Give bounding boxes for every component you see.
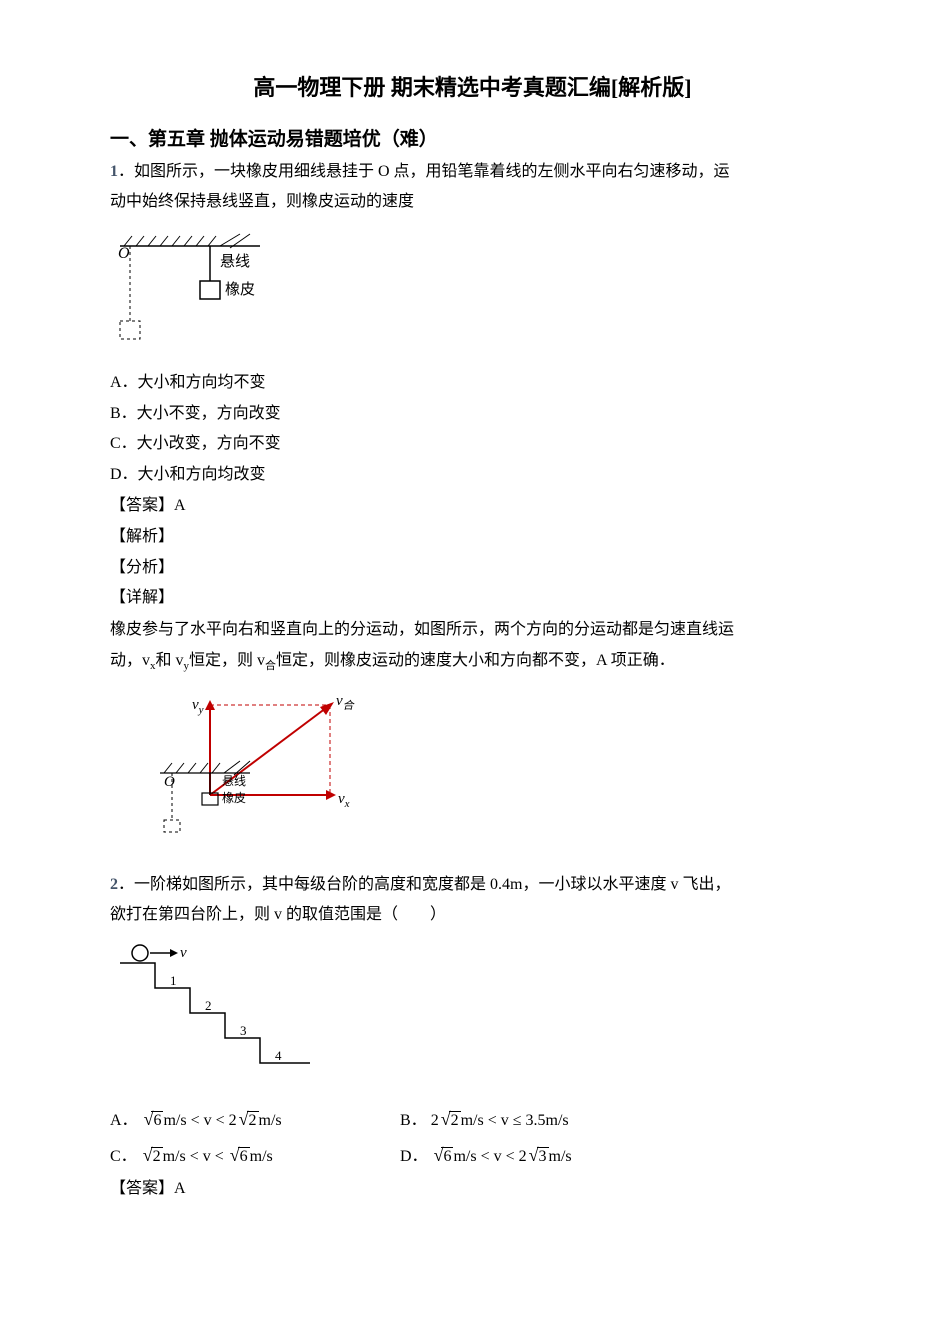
option-1c: C．大小改变，方向不变 bbox=[110, 430, 835, 459]
label-v-2: v bbox=[180, 945, 187, 961]
step-2: 2 bbox=[205, 998, 212, 1013]
label-vx: vx bbox=[338, 791, 350, 810]
problem-1-diagram-2: O vy v合 vx 悬线 橡皮 bbox=[150, 685, 835, 850]
option-2b: B． 2√2m/s < v ≤ 3.5m/s bbox=[400, 1101, 835, 1137]
label-xiangpi-2: 橡皮 bbox=[222, 791, 246, 805]
option-2c: C． √2m/s < v < √6m/s bbox=[110, 1137, 400, 1173]
diagram-svg-3: v 1 2 3 4 bbox=[110, 938, 330, 1088]
page-title: 高一物理下册 期末精选中考真题汇编[解析版] bbox=[110, 70, 835, 102]
section-heading: 一、第五章 抛体运动易错题培优（难） bbox=[110, 124, 835, 151]
problem-1-diagram-1: O 悬线 橡皮 bbox=[110, 226, 835, 361]
answer-1: 【答案】A bbox=[110, 492, 835, 521]
step-4: 4 bbox=[275, 1048, 282, 1063]
label-vhe: v合 bbox=[336, 693, 356, 712]
diagram-svg-1: O 悬线 橡皮 bbox=[110, 226, 280, 356]
problem-2-options-row2: C． √2m/s < v < √6m/s D． √6m/s < v < 2√3m… bbox=[110, 1137, 835, 1173]
jiexi-1: 【解析】 bbox=[110, 523, 835, 552]
problem-2-line2: 欲打在第四台阶上，则 v 的取值范围是（ ） bbox=[110, 906, 446, 923]
page-container: 高一物理下册 期末精选中考真题汇编[解析版] 一、第五章 抛体运动易错题培优（难… bbox=[0, 0, 945, 1337]
explain-2d: 恒定，则橡皮运动的速度大小和方向都不变，A 项正确． bbox=[276, 652, 675, 669]
diagram-svg-2: O vy v合 vx 悬线 橡皮 bbox=[150, 685, 370, 845]
step-1: 1 bbox=[170, 973, 177, 988]
explain-line1: 橡皮参与了水平向右和竖直向上的分运动，如图所示，两个方向的分运动都是匀速直线运 bbox=[110, 621, 734, 638]
problem-1-text: 1．如图所示，一块橡皮用细线悬挂于 O 点，用铅笔靠着线的左侧水平向右匀速移动，… bbox=[110, 157, 835, 218]
explain-2c: 恒定，则 v bbox=[189, 652, 265, 669]
label-O: O bbox=[118, 245, 130, 262]
problem-1-line1: ．如图所示，一块橡皮用细线悬挂于 O 点，用铅笔靠着线的左侧水平向右匀速移动，运 bbox=[118, 163, 730, 180]
option-2d: D． √6m/s < v < 2√3m/s bbox=[400, 1137, 835, 1173]
option-1a: A．大小和方向均不变 bbox=[110, 369, 835, 398]
step-3: 3 bbox=[240, 1023, 247, 1038]
problem-number-1: 1 bbox=[110, 163, 118, 180]
problem-1-explain: 橡皮参与了水平向右和竖直向上的分运动，如图所示，两个方向的分运动都是匀速直线运 … bbox=[110, 615, 835, 676]
problem-2-text: 2．一阶梯如图所示，其中每级台阶的高度和宽度都是 0.4m，一小球以水平速度 v… bbox=[110, 870, 835, 931]
problem-2-options-row1: A． √6m/s < v < 2√2m/s B． 2√2m/s < v ≤ 3.… bbox=[110, 1101, 835, 1137]
option-1b: B．大小不变，方向改变 bbox=[110, 400, 835, 429]
problem-2-diagram: v 1 2 3 4 bbox=[110, 938, 835, 1093]
fenxi-1: 【分析】 bbox=[110, 554, 835, 583]
xiangjie-1: 【详解】 bbox=[110, 584, 835, 613]
sub-he: 合 bbox=[265, 660, 276, 672]
explain-2b: 和 v bbox=[156, 652, 184, 669]
option-1d: D．大小和方向均改变 bbox=[110, 461, 835, 490]
label-vy: vy bbox=[192, 697, 204, 716]
label-xiangpi: 橡皮 bbox=[225, 281, 255, 298]
answer-2: 【答案】A bbox=[110, 1175, 835, 1204]
explain-2a: 动，v bbox=[110, 652, 150, 669]
problem-number-2: 2 bbox=[110, 876, 118, 893]
label-xian: 悬线 bbox=[220, 253, 250, 270]
label-xian-2: 悬线 bbox=[222, 774, 246, 788]
problem-2-line1: ．一阶梯如图所示，其中每级台阶的高度和宽度都是 0.4m，一小球以水平速度 v … bbox=[118, 876, 730, 893]
problem-1-line2: 动中始终保持悬线竖直，则橡皮运动的速度 bbox=[110, 193, 414, 210]
option-2a: A． √6m/s < v < 2√2m/s bbox=[110, 1101, 400, 1137]
label-O-2: O bbox=[164, 774, 175, 790]
